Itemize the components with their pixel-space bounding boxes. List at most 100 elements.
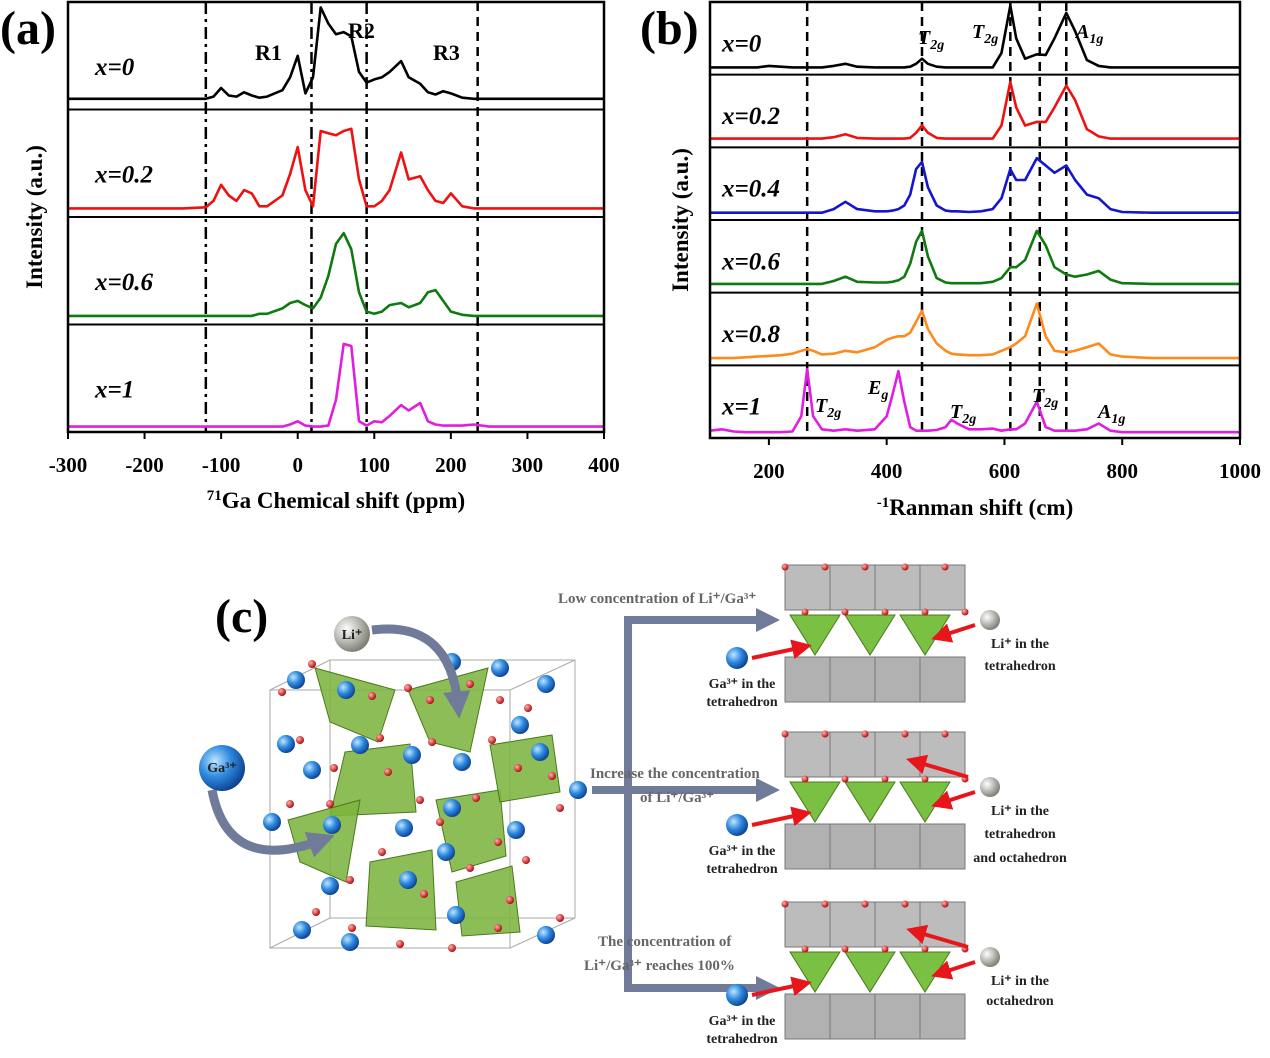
o-atom (348, 924, 356, 932)
o-atom (524, 704, 532, 712)
annotation-text: R2 (348, 18, 375, 43)
li-ion-label: Li⁺ (342, 628, 363, 643)
li-atom (980, 777, 1000, 797)
plot-frame (708, 0, 1242, 440)
octahedron (829, 823, 876, 870)
o-atom (941, 900, 949, 908)
pointer-arrow (906, 924, 969, 949)
o-atom (466, 680, 474, 688)
x-tick-label: 400 (871, 459, 903, 483)
o-atom (901, 563, 909, 571)
spectrum (68, 342, 604, 428)
ga-atom (287, 671, 305, 689)
o-atom (472, 794, 480, 802)
series-label: x=0.2 (94, 162, 153, 189)
octahedron (784, 731, 831, 778)
x-axis-label-part: Ga Chemical shift (ppm) (222, 488, 465, 513)
octahedron (784, 993, 831, 1040)
spectrum (68, 231, 604, 318)
x-axis-label-part: 71 (207, 488, 222, 504)
o-atom (821, 563, 829, 571)
pointer-arrow (751, 806, 812, 827)
o-atom (841, 775, 849, 783)
pointer-arrow (751, 639, 812, 660)
o-atom (488, 736, 496, 744)
ga-atom (293, 921, 311, 939)
o-atom (426, 696, 434, 704)
annotation-sub: 1g (1111, 412, 1125, 427)
annotation-text: T (918, 27, 931, 49)
o-atom (941, 730, 949, 738)
step-label: Increase the concentration (590, 766, 760, 782)
octahedron (829, 993, 876, 1040)
tetrahedron (844, 614, 896, 656)
o-atom (420, 890, 428, 898)
ga-site-label: tetrahedron (706, 695, 777, 710)
x-tick-label: 200 (753, 459, 785, 483)
annotation-text: T (950, 401, 963, 423)
octahedron (919, 564, 966, 611)
annotation-text: A (1074, 21, 1089, 43)
ga-atom (277, 735, 295, 753)
spectrum (709, 367, 1240, 434)
li-site-label: tetrahedron (984, 659, 1055, 674)
step-label: Low concentration of Li⁺/Ga³⁺ (558, 591, 756, 607)
o-atom (378, 848, 386, 856)
o-atom (781, 900, 789, 908)
series-label: x=0.6 (94, 269, 153, 296)
ga-atom (569, 781, 587, 799)
x-tick-label: 0 (292, 453, 303, 477)
diagram: (c) Li⁺ Ga³⁺ Low concentration of Li⁺/Ga³⁺… (199, 563, 1067, 1047)
annotation: T2g (918, 27, 944, 53)
annotation-text: R3 (433, 40, 460, 65)
pointer-arrow (931, 623, 976, 643)
o-atom (506, 896, 514, 904)
ga-atom (507, 821, 525, 839)
octahedron (784, 564, 831, 611)
annotation: T2g (1032, 385, 1058, 411)
x-tick-label: 600 (989, 459, 1021, 483)
ga-ion (199, 745, 245, 791)
ga-atom (337, 681, 355, 699)
ga-atom (403, 746, 421, 764)
o-atom (308, 660, 316, 668)
ga-site-label: Ga³⁺ in the (709, 844, 776, 859)
li-site-label: Li⁺ in the (991, 974, 1049, 989)
ga-site-label: tetrahedron (706, 862, 777, 877)
spectrum (710, 229, 1240, 286)
annotation-text: T (972, 21, 985, 43)
octahedron (874, 901, 921, 948)
ga-atom (726, 984, 748, 1006)
annotation-sub: 2g (826, 406, 841, 421)
charts: x=0 x=0.2 x=0.6 x=1 -300 -200 -100 0 100 200 300 40… (0, 0, 1261, 520)
ga-atom (263, 813, 281, 831)
o-atom (921, 945, 929, 953)
annotation-text: T (815, 395, 828, 417)
ga-site-label: tetrahedron (706, 1032, 777, 1047)
ga-atom (726, 814, 748, 836)
o-atom (494, 924, 502, 932)
curved-arrow (371, 624, 471, 719)
octahedron (874, 823, 921, 870)
tetrahedron (407, 667, 489, 753)
annotation-sub: 2g (961, 412, 976, 427)
o-atom (861, 900, 869, 908)
octahedron (829, 564, 876, 611)
annotation: A1g (1074, 21, 1103, 47)
ga-site-label: Ga³⁺ in the (709, 1014, 776, 1029)
x-tick-label: 1000 (1219, 459, 1261, 483)
o-atom (901, 900, 909, 908)
step-label: Li⁺/Ga³⁺ reaches 100% (584, 958, 735, 974)
annotation: Eg (867, 377, 888, 403)
x-tick-label: 100 (359, 453, 391, 477)
o-atom (881, 945, 889, 953)
annotation-sub: 2g (983, 32, 998, 47)
series-label: x=1 (94, 377, 134, 404)
o-atom (548, 772, 556, 780)
octahedron (874, 656, 921, 703)
annotation-sub: 2g (929, 38, 944, 53)
ga-atom (453, 753, 471, 771)
li-atom (980, 610, 1000, 630)
x-axis-label-part: ) (1066, 495, 1074, 520)
li-atom (980, 947, 1000, 967)
